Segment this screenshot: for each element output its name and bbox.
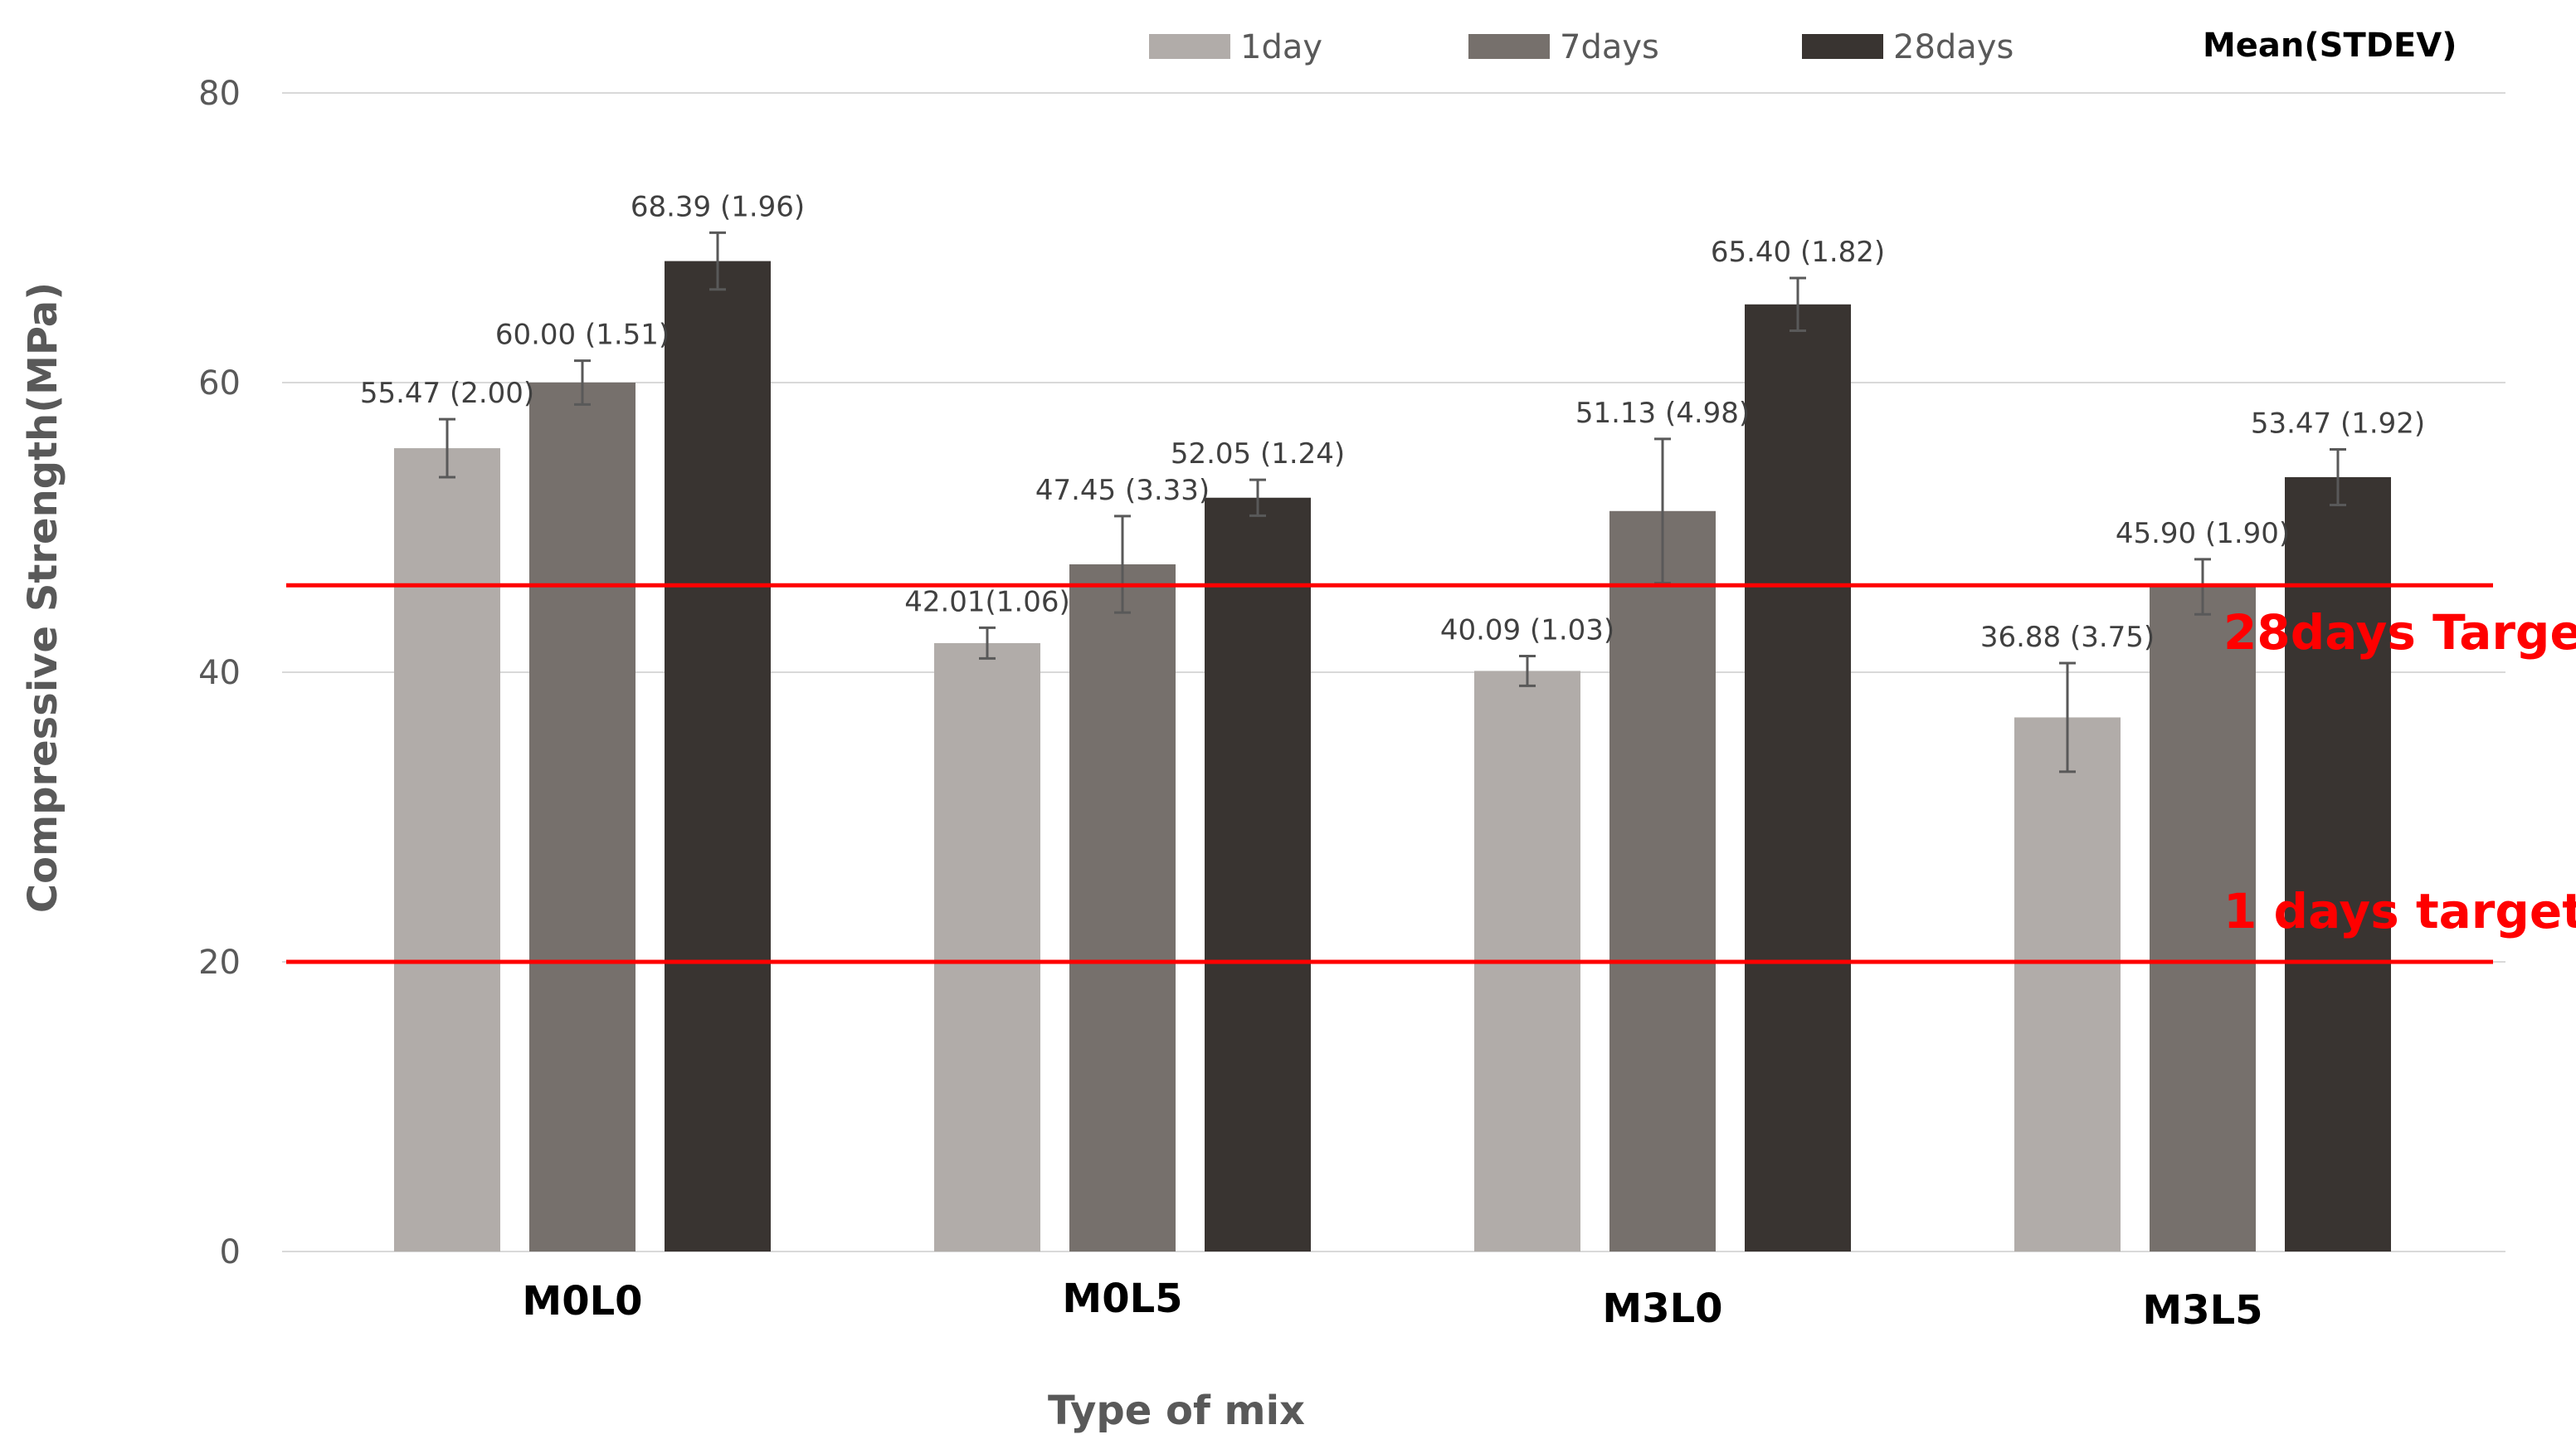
- y-tick-label-20: 20: [198, 944, 241, 982]
- bar-M3L5-7days: [2150, 587, 2256, 1252]
- legend-swatch-1day: [1149, 34, 1230, 59]
- data-label-M3L0-7days: 51.13 (4.98): [1575, 397, 1750, 430]
- bar-M3L0-7days: [1609, 510, 1716, 1252]
- legend-note: Mean(STDEV): [2203, 27, 2457, 65]
- x-axis-title: Type of mix: [1048, 1388, 1305, 1434]
- reference-label-20: 1 days target: [2223, 883, 2576, 939]
- x-axis-categories: M0L0 M0L5 M3L0 M3L5: [522, 1276, 2262, 1334]
- data-label-M0L0-28days: 68.39 (1.96): [631, 190, 805, 223]
- data-labels: 55.47 (2.00) 60.00 (1.51) 68.39 (1.96) 42.0…: [360, 190, 2425, 654]
- legend-label-7days: 7days: [1560, 28, 1659, 66]
- y-tick-label-80: 80: [198, 75, 241, 113]
- bar-M0L5-1day: [934, 642, 1040, 1252]
- bar-M0L0-1day: [394, 448, 500, 1252]
- reference-label-46: 28days Target: [2223, 604, 2576, 661]
- bar-M3L5-1day: [2014, 717, 2121, 1252]
- bars: [394, 261, 2391, 1252]
- legend: 1day 7days 28days: [1149, 28, 2014, 66]
- data-label-M0L0-7days: 60.00 (1.51): [495, 319, 670, 352]
- legend-swatch-7days: [1468, 34, 1550, 59]
- y-tick-label-40: 40: [198, 654, 241, 692]
- data-label-M0L5-28days: 52.05 (1.24): [1171, 437, 1345, 471]
- x-category-label-M0L5: M0L5: [1062, 1276, 1182, 1322]
- data-label-M3L5-28days: 53.47 (1.92): [2251, 407, 2425, 440]
- bar-M0L0-7days: [529, 383, 635, 1252]
- error-bars: [439, 231, 2346, 773]
- data-label-M0L5-7days: 47.45 (3.33): [1035, 474, 1210, 507]
- data-label-M3L0-28days: 65.40 (1.82): [1711, 236, 1885, 269]
- data-label-M0L5-1day: 42.01(1.06): [904, 585, 1070, 618]
- bar-M3L5-28days: [2285, 476, 2391, 1252]
- y-axis-ticks: 0 20 40 60 80: [198, 75, 241, 1271]
- bar-M0L5-28days: [1205, 497, 1311, 1252]
- legend-swatch-28days: [1802, 34, 1883, 59]
- data-label-M3L5-7days: 45.90 (1.90): [2116, 517, 2290, 550]
- data-label-M3L0-1day: 40.09 (1.03): [1440, 613, 1614, 646]
- data-label-M3L5-1day: 36.88 (3.75): [1980, 621, 2155, 654]
- bar-M3L0-28days: [1745, 304, 1851, 1252]
- x-category-label-M0L0: M0L0: [522, 1278, 642, 1325]
- legend-label-1day: 1day: [1240, 28, 1322, 66]
- y-tick-label-0: 0: [220, 1233, 241, 1271]
- bar-M0L5-7days: [1069, 564, 1176, 1252]
- reference-lines: 28days Target 1 days target: [286, 583, 2576, 964]
- data-label-M0L0-1day: 55.47 (2.00): [360, 377, 534, 410]
- y-axis-title: Compressive Strength(MPa): [20, 282, 66, 913]
- bar-M0L0-28days: [665, 261, 771, 1252]
- y-tick-label-60: 60: [198, 364, 241, 403]
- x-category-label-M3L5: M3L5: [2142, 1287, 2262, 1334]
- legend-label-28days: 28days: [1893, 28, 2014, 66]
- x-category-label-M3L0: M3L0: [1602, 1286, 1722, 1332]
